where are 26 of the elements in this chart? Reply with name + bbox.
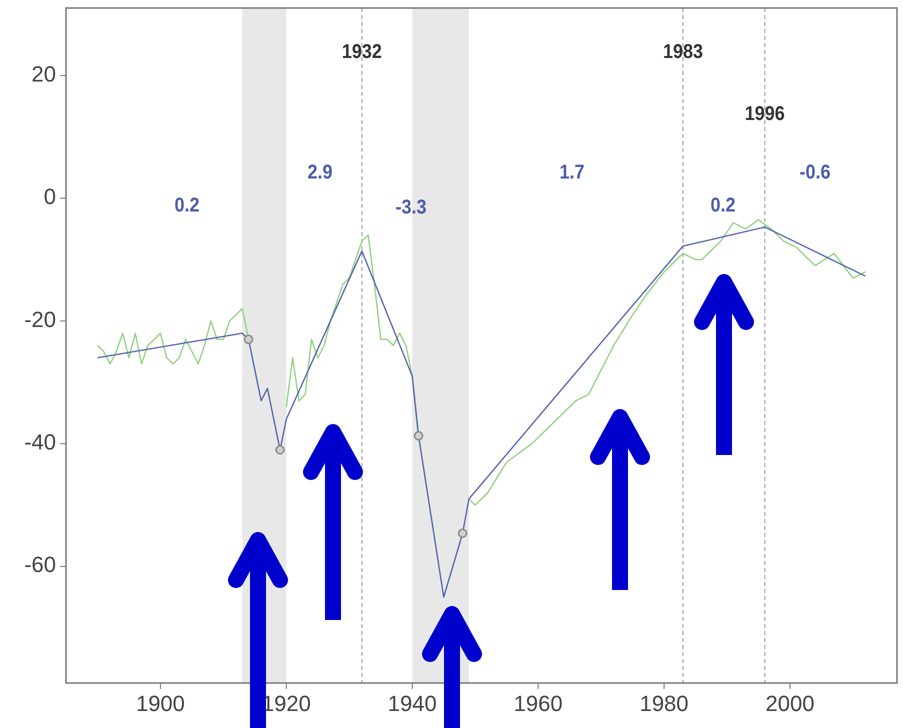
- ref-line-label: 1996: [744, 103, 785, 126]
- x-tick-label: 1960: [514, 691, 563, 716]
- x-tick-label: 1900: [136, 691, 185, 716]
- point: [414, 430, 424, 440]
- point: [458, 528, 468, 538]
- y-tick-label: 20: [32, 61, 56, 86]
- x-tick-label: 1940: [388, 691, 437, 716]
- y-tick-label: -60: [24, 552, 56, 578]
- annotation: 0.2: [710, 194, 736, 217]
- point: [244, 334, 254, 344]
- line-series: [468, 219, 866, 506]
- line-series: [96, 226, 866, 598]
- point: [275, 445, 285, 455]
- y-tick-label: -20: [24, 306, 56, 332]
- x-tick-label: 2000: [766, 691, 814, 716]
- annotation: 0.2: [174, 194, 200, 217]
- y-tick-label: 0: [44, 184, 56, 210]
- y-tick-label: -40: [24, 429, 56, 454]
- x-tick-label: 1920: [262, 691, 311, 716]
- annotation: -0.6: [799, 161, 831, 184]
- ref-line-label: 1932: [342, 41, 382, 64]
- x-tick-label: 1980: [640, 691, 689, 716]
- annotation: 2.9: [307, 161, 333, 184]
- ref-line-label: 1983: [662, 41, 703, 64]
- annotation: 1.7: [559, 161, 585, 184]
- annotation: -3.3: [395, 196, 427, 219]
